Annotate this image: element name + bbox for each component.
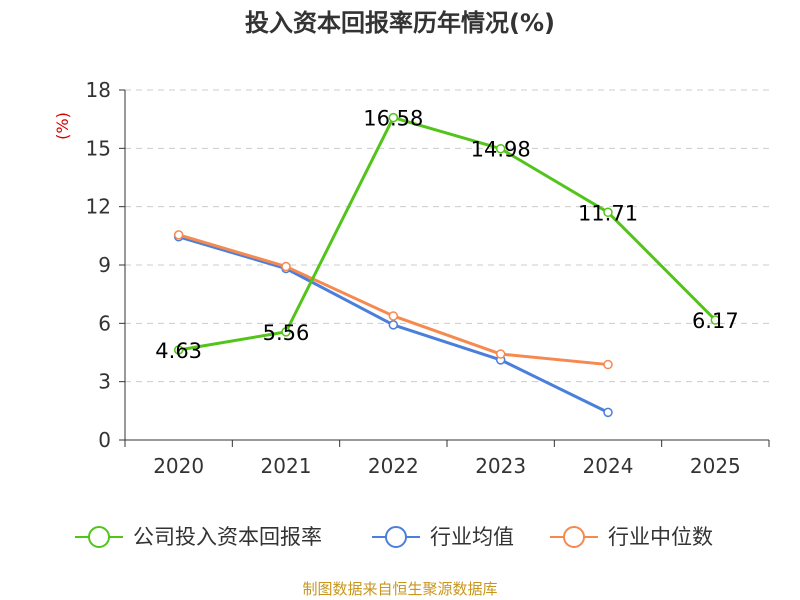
y-tick-label-6: 6: [98, 311, 111, 335]
y-axis-label: (%): [53, 112, 72, 140]
data-point-1-2: [388, 320, 399, 330]
data-point-2-3: [495, 349, 506, 359]
x-tick-label-2025: 2025: [690, 454, 741, 478]
legend-label-2: 行业中位数: [608, 525, 713, 549]
grid-lines: [125, 89, 769, 383]
legend-label-1: 行业均值: [430, 525, 514, 549]
series-line-0: [178, 116, 717, 352]
y-tick-label-0: 0: [98, 428, 111, 452]
data-label-2020: 4.63: [155, 339, 202, 363]
data-label-2021: 5.56: [263, 321, 310, 345]
legend-marker-0: [88, 526, 110, 548]
plot-area: [173, 112, 721, 418]
data-point-0-4: [603, 207, 613, 218]
data-point-0-2: [388, 112, 399, 123]
data-label-2023: 14.98: [471, 138, 531, 162]
x-tick-label-2021: 2021: [261, 454, 312, 478]
data-point-0-1: [281, 327, 291, 337]
data-point-1-4: [603, 407, 613, 418]
chart-title: 投入资本回报率历年情况(%): [245, 9, 555, 37]
y-tick-label-15: 15: [86, 136, 111, 160]
y-tick-label-18: 18: [86, 78, 111, 102]
x-tick-label-2024: 2024: [583, 454, 634, 478]
legend-marker-1: [385, 526, 407, 548]
data-point-0-5: [710, 315, 721, 325]
legend-marker-2: [563, 526, 585, 548]
series-line-2: [178, 233, 609, 367]
data-labels: 4.63 5.56 16.58 14.98 11.71 6.17: [155, 107, 738, 363]
x-tick-label-2023: 2023: [475, 454, 526, 478]
axes: 0 3 6 9 12 15 18 2020 2021 2022 2023 2024 2025: [86, 78, 770, 478]
legend-label-0: 公司投入资本回报率: [133, 525, 322, 549]
data-label-2022: 16.58: [363, 107, 423, 131]
data-label-2024: 11.71: [578, 201, 638, 225]
y-tick-label-9: 9: [98, 253, 111, 277]
data-point-0-3: [495, 143, 506, 154]
source-note: 制图数据来自恒生聚源数据库: [302, 580, 497, 598]
data-label-2025: 6.17: [692, 309, 739, 333]
data-point-2-0: [173, 230, 184, 240]
y-tick-label-3: 3: [98, 370, 111, 394]
data-point-0-0: [173, 345, 184, 355]
legend: 公司投入资本回报率 行业均值 行业中位数: [75, 525, 713, 549]
x-tick-label-2020: 2020: [153, 454, 204, 478]
x-tick-label-2022: 2022: [368, 454, 419, 478]
y-tick-label-12: 12: [86, 195, 111, 219]
data-point-2-4: [603, 359, 613, 370]
data-point-2-2: [388, 311, 399, 321]
data-point-2-1: [281, 261, 291, 272]
